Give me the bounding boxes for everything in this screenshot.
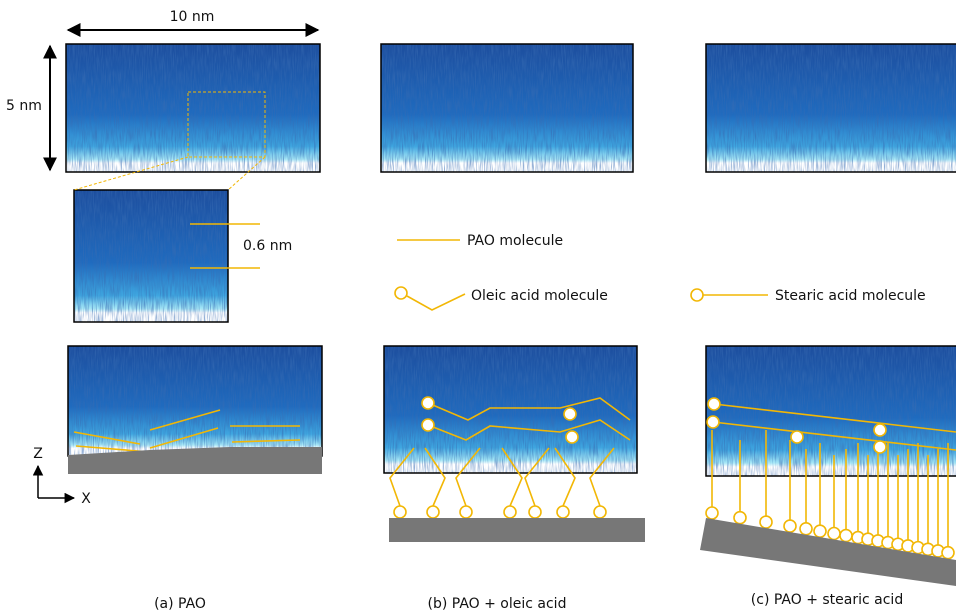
oleic-head <box>556 505 570 519</box>
stearic-head <box>705 506 719 520</box>
md-frame <box>383 345 638 474</box>
oleic-molecule <box>524 447 550 507</box>
md-noise <box>706 346 956 476</box>
oleic-molecule <box>389 447 415 507</box>
legend-oleic: Oleic acid molecule <box>471 288 608 304</box>
legend-stearic: Stearic acid molecule <box>775 288 926 304</box>
oleic-head <box>528 505 542 519</box>
md-noise <box>384 346 637 473</box>
stearic-head <box>706 415 720 429</box>
oleic-head <box>421 396 435 410</box>
md-noise <box>381 44 633 172</box>
oleic-head <box>421 418 435 432</box>
stearic-head <box>783 519 797 533</box>
oleic-head <box>593 505 607 519</box>
molecules <box>73 396 956 560</box>
x-label: X <box>81 491 91 507</box>
md-frame <box>65 43 321 173</box>
stearic-molecule <box>712 421 956 451</box>
oleic-head <box>393 505 407 519</box>
md-noise <box>68 346 322 456</box>
legend-oleic-head <box>394 286 408 300</box>
oleic-head <box>503 505 517 519</box>
stearic-head <box>813 524 827 538</box>
pao-molecule <box>231 439 301 443</box>
oleic-molecule <box>501 447 523 507</box>
stearic-head <box>827 526 841 541</box>
legend-stearic-head <box>690 288 704 302</box>
z-label: Z <box>33 446 43 462</box>
caption: (a) PAO <box>154 596 206 612</box>
zoom-box <box>187 91 266 158</box>
stearic-head <box>733 510 747 525</box>
oleic-head <box>563 407 577 421</box>
spacing-label: 0.6 nm <box>243 238 292 254</box>
md-noise <box>66 44 320 172</box>
oleic-head <box>565 430 579 444</box>
legend-pao: PAO molecule <box>467 233 563 249</box>
caption: (c) PAO + stearic acid <box>751 592 903 608</box>
pao-molecule <box>73 431 141 445</box>
md-noise <box>74 190 228 322</box>
stearic-molecule <box>713 403 956 433</box>
md-frame <box>73 189 229 323</box>
stearic-head <box>759 515 773 529</box>
md-frame <box>705 43 956 173</box>
stearic-head <box>873 440 887 454</box>
oleic-molecule <box>427 397 631 421</box>
oleic-molecule <box>455 447 481 507</box>
zoom-line <box>227 156 266 191</box>
md-frame <box>380 43 634 173</box>
stearic-head <box>873 423 887 437</box>
pao-molecule <box>149 409 221 431</box>
height-label: 5 nm <box>6 98 42 114</box>
stearic-head <box>790 430 804 444</box>
md-frame <box>705 345 956 477</box>
oleic-head <box>459 505 473 519</box>
oleic-molecule <box>427 419 631 441</box>
oleic-head <box>426 505 440 519</box>
caption: (b) PAO + oleic acid <box>428 596 567 612</box>
width-label: 10 nm <box>170 9 215 25</box>
md-noise <box>706 44 956 172</box>
oleic-molecule <box>554 447 576 507</box>
substrate <box>68 447 322 474</box>
substrate <box>700 518 956 586</box>
oleic-molecule <box>424 447 446 507</box>
legend-oleic-symbol <box>406 293 466 311</box>
stearic-head <box>941 545 955 560</box>
oleic-molecule <box>589 447 615 507</box>
stearic-head <box>799 521 813 536</box>
stearic-head <box>707 397 721 411</box>
pao-molecule <box>149 427 219 449</box>
panels <box>65 43 956 477</box>
substrate <box>389 518 645 542</box>
stearic-head <box>839 528 853 543</box>
